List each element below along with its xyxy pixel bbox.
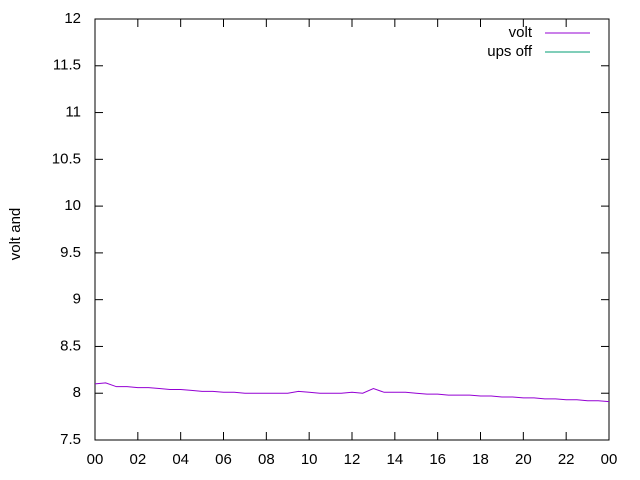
- y-tick-label: 12: [64, 10, 81, 27]
- x-tick-label: 00: [601, 451, 618, 468]
- x-tick-label: 00: [87, 451, 104, 468]
- y-axis-label: volt and: [7, 208, 24, 261]
- x-tick-label: 06: [215, 451, 232, 468]
- x-tick-label: 08: [258, 451, 275, 468]
- y-tick-label: 9: [73, 291, 81, 308]
- x-tick-label: 18: [472, 451, 489, 468]
- x-tick-label: 20: [515, 451, 532, 468]
- y-tick-label: 8: [73, 384, 81, 401]
- plot-border: [94, 18, 610, 441]
- y-tick-label: 9.5: [60, 244, 81, 261]
- x-tick-label: 16: [429, 451, 446, 468]
- x-tick-label: 04: [172, 451, 189, 468]
- legend-label: ups off: [487, 43, 533, 60]
- y-tick-label: 8.5: [60, 337, 81, 354]
- x-tick-label: 02: [129, 451, 146, 468]
- x-tick-label: 12: [344, 451, 361, 468]
- y-tick-label: 11.5: [53, 57, 81, 74]
- x-tick-label: 14: [386, 451, 403, 468]
- y-tick-label: 10.5: [52, 150, 81, 167]
- y-tick-label: 7.5: [60, 431, 81, 448]
- x-tick-label: 22: [558, 451, 575, 468]
- y-tick-label: 10: [64, 197, 81, 214]
- series-line: [94, 382, 610, 403]
- legend-label: volt: [509, 24, 533, 41]
- x-tick-label: 10: [301, 451, 318, 468]
- y-tick-label: 11: [65, 104, 81, 121]
